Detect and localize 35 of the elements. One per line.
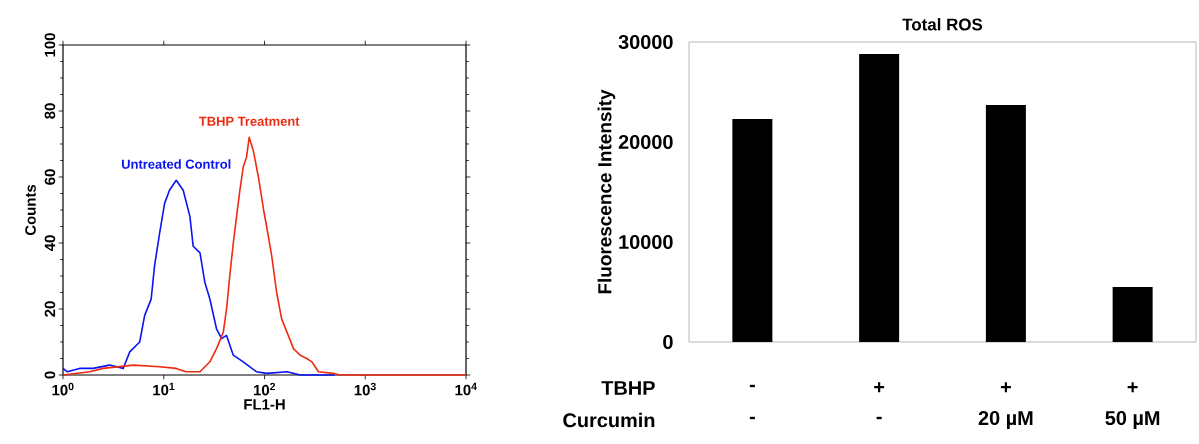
y-tick-label: 60 — [44, 169, 56, 185]
bar — [1112, 287, 1153, 342]
x-tick-label: + — [874, 382, 885, 393]
text: - — [876, 416, 882, 420]
x-tick-label: 10$^{1}$ — [153, 382, 175, 396]
y-tick-label: 20 — [44, 301, 56, 317]
chart-title: Total ROS — [902, 18, 983, 31]
y-axis-title: Counts — [25, 184, 36, 236]
series-label: TBHP Treatment — [198, 116, 300, 126]
text: 50 µM — [1105, 410, 1160, 430]
y-tick-label: 0 — [663, 334, 673, 350]
x-tick-label: + — [1127, 382, 1138, 393]
y-tick-label: 40 — [44, 235, 56, 252]
y-tick-label: 80 — [44, 103, 56, 119]
text: TBHP — [601, 381, 655, 395]
x-tick-label: + — [1000, 382, 1011, 393]
y-tick-label: 20000 — [618, 134, 673, 150]
bar — [732, 119, 773, 342]
x-tick-label: 10$^{0}$ — [52, 382, 74, 396]
text: - — [749, 416, 755, 420]
bar — [985, 105, 1026, 342]
y-tick-label: 30000 — [618, 34, 673, 50]
x-axis-title: FL1-H — [244, 399, 285, 410]
y-tick-label: 100 — [44, 33, 56, 57]
x-tick-label: 10$^{4}$ — [455, 382, 477, 396]
series-label: Untreated Control — [121, 159, 231, 169]
bar — [859, 54, 900, 342]
x-tick-label: - — [749, 384, 755, 388]
y-axis-title: Fluorescence Intensity — [597, 89, 616, 294]
text: Curcumin — [563, 412, 655, 428]
x-tick-label: 10$^{2}$ — [253, 382, 276, 396]
y-tick-label: 0 — [44, 371, 56, 379]
text: 20 µM — [978, 410, 1033, 430]
y-tick-label: 10000 — [619, 234, 673, 250]
x-tick-label: 10$^{3}$ — [354, 382, 376, 396]
